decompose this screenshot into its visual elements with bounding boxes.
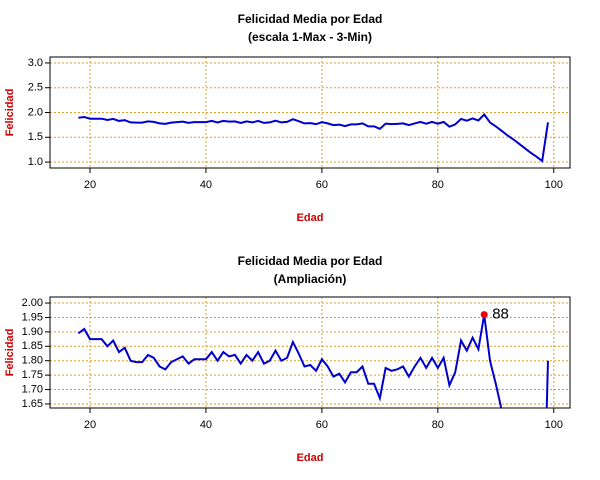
chart-subtitle: (escala 1-Max - 3-Min): [248, 30, 372, 44]
y-tick-label: 1.5: [28, 131, 43, 143]
x-tick-label: 100: [545, 419, 563, 431]
plot-frame: [49, 296, 571, 409]
data-line: [78, 112, 549, 163]
x-tick-label: 20: [84, 179, 96, 191]
plot-area: [78, 112, 549, 163]
x-tick-label: 80: [432, 419, 444, 431]
y-tick-label: 1.85: [22, 340, 43, 352]
plot-area: [77, 314, 549, 408]
y-tick-label: 1.70: [22, 383, 43, 395]
y-tick-label: 1.0: [28, 156, 43, 168]
y-tick-label: 2.0: [28, 106, 43, 118]
annotation-label: 88: [492, 306, 509, 323]
x-tick-label: 40: [200, 179, 212, 191]
chart-subtitle: (Ampliación): [274, 272, 347, 286]
annotation-point: [480, 311, 488, 319]
y-tick-label: 2.5: [28, 82, 43, 94]
y-axis-label: Felicidad: [4, 329, 16, 377]
y-tick-label: 3.0: [28, 57, 43, 69]
y-tick-label: 1.65: [22, 398, 43, 410]
plot-frame: [49, 56, 571, 169]
x-tick-label: 40: [200, 419, 212, 431]
x-tick-label: 20: [84, 419, 96, 431]
y-tick-label: 1.95: [22, 311, 43, 323]
x-tick-label: 100: [545, 179, 563, 191]
y-tick-label: 1.90: [22, 326, 43, 338]
y-tick-label: 1.80: [22, 355, 43, 367]
x-tick-label: 80: [432, 179, 444, 191]
y-tick-label: 2.00: [22, 297, 43, 309]
chart-title: Felicidad Media por Edad: [238, 12, 383, 26]
x-tick-label: 60: [316, 419, 328, 431]
x-axis-label: Edad: [297, 452, 324, 464]
chart-title: Felicidad Media por Edad: [238, 254, 383, 268]
x-axis-label: Edad: [297, 212, 324, 224]
data-line: [77, 314, 549, 408]
y-axis-label: Felicidad: [4, 89, 16, 137]
x-tick-label: 60: [316, 179, 328, 191]
y-tick-label: 1.75: [22, 369, 43, 381]
